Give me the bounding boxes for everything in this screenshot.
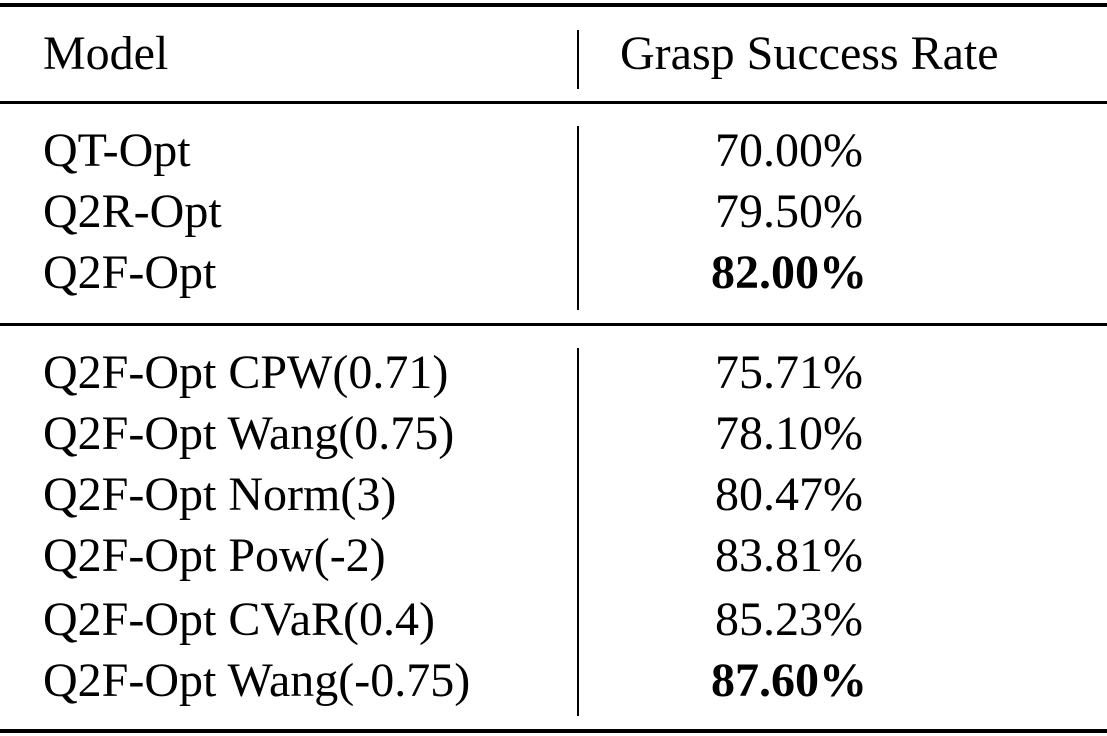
row-rate: 70.00%	[715, 124, 863, 177]
group-separator-rule	[0, 323, 1107, 326]
row-model: Q2F-Opt	[43, 246, 217, 299]
row-model: Q2F-Opt CPW(0.71)	[43, 346, 449, 399]
column-divider	[577, 30, 579, 89]
row-rate: 85.23%	[715, 593, 863, 646]
row-rate: 79.50%	[715, 185, 863, 238]
row-rate: 80.47%	[715, 468, 863, 521]
row-rate: 75.71%	[715, 346, 863, 399]
row-rate-best: 87.60%	[711, 654, 867, 707]
row-model: Q2F-Opt Wang(-0.75)	[43, 654, 471, 707]
table-top-rule	[0, 3, 1107, 7]
row-model: Q2F-Opt Wang(0.75)	[43, 407, 455, 460]
row-model: Q2R-Opt	[43, 185, 222, 238]
row-model: Q2F-Opt Pow(-2)	[43, 529, 386, 582]
header-rule	[0, 101, 1107, 104]
header-grasp-success-rate: Grasp Success Rate	[620, 27, 999, 80]
row-rate-best: 82.00%	[711, 246, 867, 299]
row-rate: 83.81%	[715, 529, 863, 582]
row-model: Q2F-Opt CVaR(0.4)	[43, 593, 435, 646]
row-rate: 78.10%	[715, 407, 863, 460]
column-divider	[577, 348, 579, 716]
header-model: Model	[43, 27, 169, 80]
column-divider	[577, 126, 579, 310]
table-bottom-rule	[0, 729, 1107, 733]
row-model: QT-Opt	[43, 124, 191, 177]
row-model: Q2F-Opt Norm(3)	[43, 468, 397, 521]
